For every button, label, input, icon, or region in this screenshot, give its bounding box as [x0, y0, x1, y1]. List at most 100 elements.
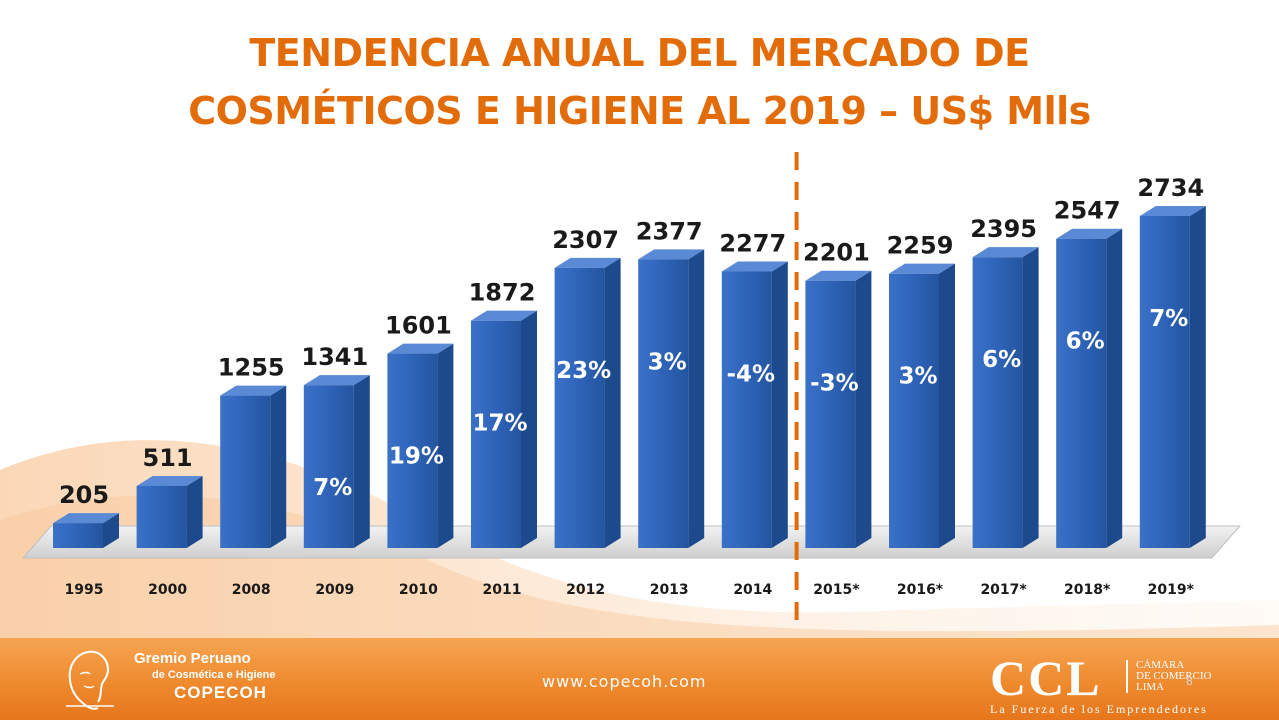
bar [972, 247, 1039, 548]
chart-title: TENDENCIA ANUAL DEL MERCADO DE COSMÉTICO… [0, 24, 1279, 140]
page-number: 8 [1186, 674, 1193, 688]
value-label: 511 [143, 444, 193, 472]
category-label: 2019* [1148, 582, 1195, 598]
bar-front [721, 271, 772, 548]
bar [1056, 228, 1123, 548]
category-label: 2008 [232, 582, 271, 598]
bar-top [303, 375, 370, 386]
bar-side [1106, 228, 1123, 548]
category-label: 2013 [650, 582, 689, 598]
bar-top [136, 475, 203, 486]
bar-side [103, 513, 119, 548]
bar-side [521, 310, 537, 548]
bar [889, 263, 955, 548]
title-line-2: COSMÉTICOS E HIGIENE AL 2019 – US$ Mlls [188, 89, 1091, 133]
category-label: 2015* [813, 582, 860, 598]
footer: Gremio Peruano de Cosmética e Higiene CO… [0, 638, 1279, 720]
category-label: 2012 [566, 582, 605, 598]
value-label: 2259 [887, 232, 954, 260]
bar-top [889, 263, 955, 274]
bars-group [53, 206, 1206, 548]
category-label: 2014 [733, 582, 772, 598]
org-line-1: Gremio Peruano [134, 650, 251, 667]
bar-side [771, 261, 788, 548]
bar [220, 385, 287, 548]
bar [471, 310, 537, 548]
bar [805, 270, 872, 548]
camara-line-1: CÁMARA [1136, 659, 1185, 671]
bar-side [1022, 247, 1039, 548]
camara-block: CÁMARA DE COMERCIO LIMA [1126, 660, 1211, 693]
bar [554, 257, 621, 548]
bar-front [303, 385, 354, 548]
bar [136, 475, 203, 548]
org-line-3: COPECOH [174, 683, 267, 702]
face-profile-logo-icon [66, 650, 114, 710]
bar-front [136, 485, 187, 548]
value-label: 2547 [1054, 197, 1121, 225]
category-label: 2016* [897, 582, 944, 598]
bar [721, 261, 788, 548]
bar [1139, 206, 1206, 548]
bar-front [638, 259, 689, 548]
category-label: 2017* [980, 582, 1027, 598]
bar [387, 343, 454, 548]
growth-label: 7% [313, 475, 352, 501]
bar-side [939, 263, 955, 548]
growth-label: 3% [898, 364, 937, 390]
camara-line-2: DE COMERCIO [1136, 670, 1212, 682]
bar [303, 375, 370, 548]
ccl-logo-text: CCL [990, 650, 1102, 706]
value-label: 2377 [636, 217, 703, 245]
bar-top [554, 257, 621, 268]
value-label: 1255 [218, 354, 285, 382]
camara-line-3: LIMA [1136, 681, 1165, 693]
bar-top [1056, 228, 1123, 239]
bar [53, 513, 119, 548]
bar-top [220, 385, 287, 396]
value-label: 1341 [301, 343, 368, 371]
growth-label: 23% [556, 358, 611, 384]
bar [638, 249, 705, 548]
bar-side [186, 475, 203, 548]
category-label: 2009 [315, 582, 354, 598]
bar-side [604, 257, 621, 548]
growth-label: -3% [810, 371, 859, 397]
category-label: 2000 [148, 582, 187, 598]
bar-front [554, 267, 605, 548]
value-label: 2201 [803, 239, 870, 267]
bar-top [638, 249, 705, 260]
growth-label: 3% [648, 349, 687, 375]
org-name: Gremio Peruano de Cosmética e Higiene CO… [134, 650, 276, 704]
bar-side [270, 385, 287, 548]
growth-label: 19% [389, 444, 444, 470]
title-line-1: TENDENCIA ANUAL DEL MERCADO DE [249, 31, 1030, 75]
bar-side [353, 375, 370, 548]
category-label: 2018* [1064, 582, 1111, 598]
value-label: 2734 [1137, 174, 1204, 202]
bar-front [1056, 238, 1107, 548]
bar-front [972, 257, 1023, 548]
website-url[interactable]: www.copecoh.com [542, 672, 707, 691]
bar-side [855, 270, 872, 548]
bar-side [688, 249, 705, 548]
bar-chart: 205 1995 511 2000 1255 2008 1341 7% 2009 1601 19% 2… [21, 152, 1241, 632]
value-label: 2277 [719, 229, 786, 257]
bar-top [805, 270, 872, 281]
bar-front [889, 273, 939, 548]
category-label: 2010 [399, 582, 438, 598]
value-label: 1601 [385, 312, 452, 340]
growth-label: 7% [1149, 306, 1188, 332]
bar-front [53, 523, 103, 548]
value-label: 205 [59, 481, 109, 509]
bar-front [805, 280, 856, 548]
org-line-2: de Cosmética e Higiene [152, 669, 276, 681]
category-label: 1995 [65, 582, 104, 598]
bar-front [387, 353, 438, 548]
bar-front [1139, 216, 1190, 548]
bar-top [53, 513, 119, 524]
category-label: 2011 [483, 582, 522, 598]
bar-top [387, 343, 454, 354]
bar-top [972, 247, 1039, 258]
